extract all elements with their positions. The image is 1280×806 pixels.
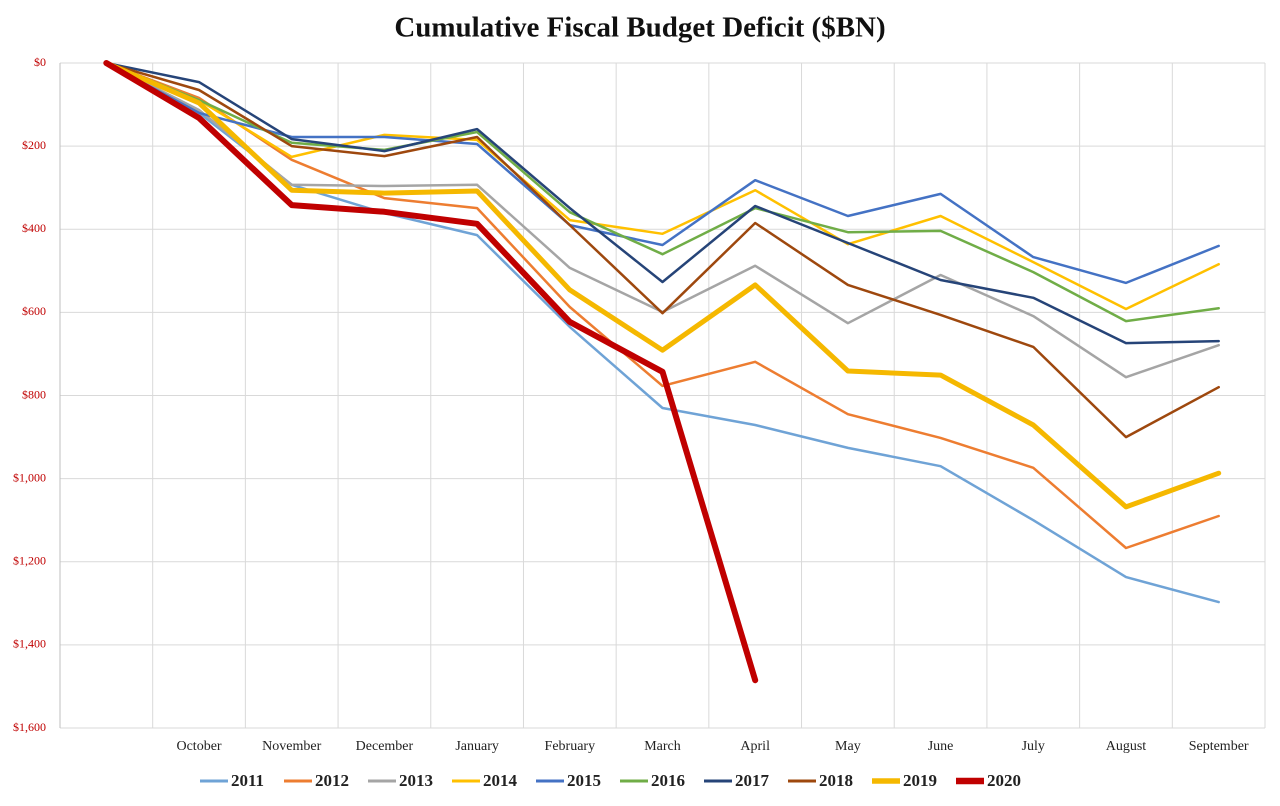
- x-tick-label: December: [356, 739, 414, 754]
- series-line: [105, 61, 1220, 285]
- legend-label: 2020: [987, 771, 1021, 790]
- series-line: [103, 60, 1222, 510]
- series-line: [105, 61, 1220, 379]
- series-line: [105, 61, 1220, 311]
- series-line: [105, 61, 1220, 604]
- y-tick-label: $1,400: [13, 637, 46, 651]
- legend-label: 2015: [567, 771, 601, 790]
- x-tick-label: September: [1189, 739, 1249, 754]
- x-tick-label: January: [455, 739, 499, 754]
- x-tick-label: June: [928, 739, 954, 754]
- chart-title: Cumulative Fiscal Budget Deficit ($BN): [394, 12, 885, 44]
- y-tick-label: $600: [22, 304, 46, 318]
- series-line: [105, 61, 1220, 439]
- legend-label: 2019: [903, 771, 937, 790]
- x-tick-label: May: [835, 739, 861, 754]
- x-tick-label: August: [1106, 739, 1147, 754]
- legend-label: 2013: [399, 771, 433, 790]
- legend-label: 2018: [819, 771, 853, 790]
- y-tick-label: $400: [22, 221, 46, 235]
- series-line: [105, 61, 1220, 345]
- x-tick-label: February: [545, 739, 596, 754]
- y-tick-label: $800: [22, 387, 46, 401]
- x-tick-label: March: [644, 739, 681, 754]
- legend-label: 2017: [735, 771, 770, 790]
- y-tick-label: $1,000: [13, 470, 46, 484]
- legend-label: 2011: [231, 771, 264, 790]
- legend-label: 2012: [315, 771, 349, 790]
- y-tick-label: $0: [34, 55, 46, 69]
- x-tick-label: April: [740, 739, 770, 754]
- legend-label: 2014: [483, 771, 518, 790]
- series-line: [105, 61, 1220, 550]
- legend-label: 2016: [651, 771, 685, 790]
- y-tick-label: $200: [22, 138, 46, 152]
- x-tick-label: November: [262, 739, 321, 754]
- x-tick-label: October: [176, 739, 221, 754]
- series-line: [103, 60, 759, 684]
- series-line: [105, 61, 1220, 323]
- x-tick-label: July: [1022, 739, 1045, 754]
- y-tick-label: $1,600: [13, 720, 46, 734]
- y-tick-label: $1,200: [13, 554, 46, 568]
